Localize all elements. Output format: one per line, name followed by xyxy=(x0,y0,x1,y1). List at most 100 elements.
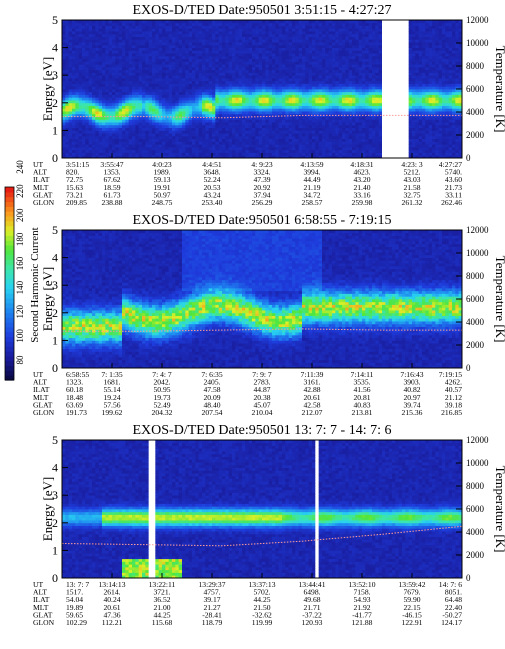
heatmap-cell xyxy=(148,105,153,109)
heatmap-cell xyxy=(318,91,323,95)
heatmap-cell xyxy=(152,83,156,87)
heatmap-cell xyxy=(388,72,393,76)
heatmap-cell xyxy=(158,89,163,93)
heatmap-cell xyxy=(122,152,126,156)
heatmap-cell xyxy=(305,83,310,87)
heatmap-cell xyxy=(178,138,183,142)
heatmap-cell xyxy=(272,111,276,115)
heatmap-cell xyxy=(318,102,323,106)
heatmap-cell xyxy=(172,22,176,26)
heatmap-cell xyxy=(308,36,313,40)
heatmap-cell xyxy=(152,124,156,129)
heatmap-cell xyxy=(382,133,386,137)
heatmap-cell xyxy=(338,116,343,120)
heatmap-cell xyxy=(298,130,303,134)
heatmap-cell xyxy=(192,133,196,137)
heatmap-cell xyxy=(108,138,113,142)
heatmap-cell xyxy=(305,77,310,82)
heatmap-cell xyxy=(168,47,173,51)
heatmap-cell xyxy=(282,124,286,129)
heatmap-cell xyxy=(202,31,206,35)
heatmap-cell xyxy=(362,130,366,134)
heatmap-cell xyxy=(295,146,300,151)
heatmap-cell xyxy=(142,75,146,79)
heatmap-cell xyxy=(355,80,360,84)
heatmap-cell xyxy=(168,42,173,46)
heatmap-cell xyxy=(332,105,336,109)
heatmap-cell xyxy=(268,89,273,93)
heatmap-cell xyxy=(88,75,93,79)
heatmap-cell xyxy=(382,135,386,140)
heatmap-cell xyxy=(85,22,90,26)
heatmap-cell xyxy=(275,94,280,98)
heatmap-cell xyxy=(148,22,153,26)
heatmap-cell xyxy=(368,89,373,93)
heatmap-cell xyxy=(128,42,133,46)
heatmap-cell xyxy=(345,86,350,90)
heatmap-cell xyxy=(328,94,333,98)
heatmap-cell xyxy=(248,100,253,104)
heatmap-cell xyxy=(65,42,70,46)
heatmap-cell xyxy=(358,89,363,93)
heatmap-cell xyxy=(365,80,370,84)
heatmap-cell xyxy=(105,31,110,35)
heatmap-cell xyxy=(128,55,133,60)
heatmap-cell xyxy=(168,25,173,29)
colorbar-tick-label: 140 xyxy=(15,280,25,294)
heatmap-cell xyxy=(172,152,176,156)
heatmap-cell xyxy=(355,144,360,148)
heatmap-cell xyxy=(335,53,340,57)
heatmap-cell xyxy=(335,44,340,48)
heatmap-cell xyxy=(342,130,346,134)
heatmap-cell xyxy=(352,130,356,134)
heatmap-cell xyxy=(232,72,236,76)
heatmap-cell xyxy=(175,102,180,106)
heatmap-cell xyxy=(115,47,120,51)
heatmap-cell xyxy=(145,124,150,129)
heatmap-cell xyxy=(258,127,263,131)
heatmap-cell xyxy=(118,111,123,115)
heatmap-cell xyxy=(308,138,313,142)
heatmap-cell xyxy=(112,146,116,151)
heatmap-cell xyxy=(232,111,236,115)
heatmap-cell xyxy=(132,77,136,82)
heatmap-cell xyxy=(222,69,226,73)
heatmap-cell xyxy=(175,108,180,112)
heatmap-cell xyxy=(115,66,120,71)
heatmap-cell xyxy=(178,20,183,24)
heatmap-cell xyxy=(65,72,70,76)
heatmap-cell xyxy=(312,141,316,145)
heatmap-cell xyxy=(232,44,236,48)
heatmap-cell xyxy=(298,28,303,32)
heatmap-cell xyxy=(302,130,306,134)
spectrogram-panel-1: EXOS-D/TED Date:950501 3:51:15 - 4:27:27… xyxy=(33,3,505,207)
heatmap-cell xyxy=(195,91,200,95)
heatmap-cell xyxy=(315,155,320,158)
heatmap-cell xyxy=(232,122,236,126)
heatmap-cell xyxy=(152,130,156,134)
heatmap-cell xyxy=(292,36,296,40)
heatmap-cell xyxy=(98,152,103,156)
heatmap-cell xyxy=(312,50,316,54)
heatmap-cell xyxy=(228,55,233,60)
heatmap-cell xyxy=(65,44,70,48)
heatmap-cell xyxy=(182,36,186,40)
heatmap-cell xyxy=(265,138,270,142)
heatmap-cell xyxy=(252,44,256,48)
heatmap-cell xyxy=(332,97,336,101)
heatmap-cell xyxy=(302,66,306,71)
heatmap-cell xyxy=(328,64,333,68)
heatmap-cell xyxy=(102,133,106,137)
heatmap-cell xyxy=(142,141,146,145)
heatmap-cell xyxy=(328,133,333,137)
heatmap-cell xyxy=(262,31,266,35)
heatmap-cell xyxy=(62,111,66,115)
heatmap-cell xyxy=(215,53,220,57)
heatmap-cell xyxy=(378,20,383,24)
heatmap-cell xyxy=(108,64,113,68)
heatmap-cell xyxy=(168,22,173,26)
heatmap-cell xyxy=(148,86,153,90)
heatmap-cell xyxy=(88,83,93,87)
heatmap-cell xyxy=(162,111,166,115)
heatmap-cell xyxy=(355,44,360,48)
